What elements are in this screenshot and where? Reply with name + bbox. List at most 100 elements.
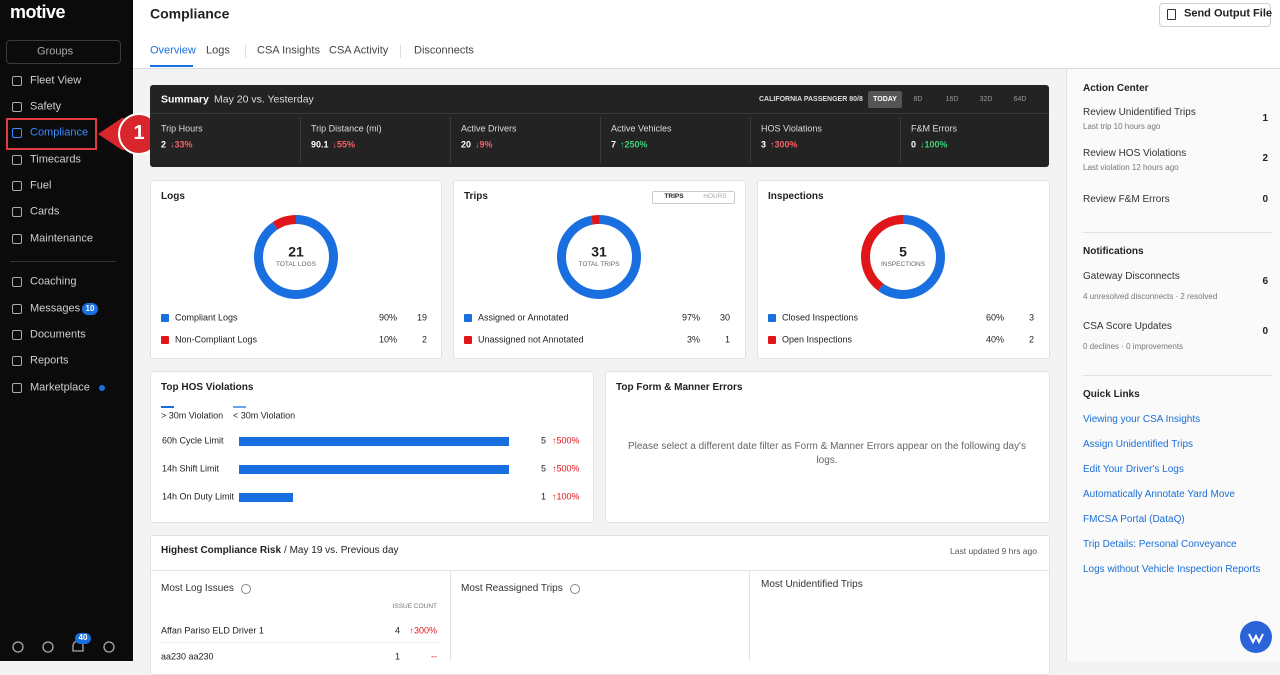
metric-value: 2 — [161, 139, 167, 150]
row-label: 60h Cycle Limit — [162, 435, 224, 446]
card-title: Top HOS Violations — [161, 382, 254, 393]
button-label[interactable]: Send Output File — [1184, 7, 1272, 20]
legend-label: < 30m Violation — [233, 410, 296, 421]
row-name: aa230 aa230 — [161, 651, 214, 662]
tab-underline — [150, 65, 193, 67]
nav-item[interactable]: Safety — [30, 100, 62, 113]
donut — [254, 215, 338, 299]
tab[interactable]: Overview — [150, 44, 196, 57]
quick-link[interactable]: Trip Details: Personal Conveyance — [1083, 539, 1237, 550]
row-value: 1 — [540, 491, 546, 502]
donut-total: 21 — [288, 243, 304, 260]
nav-icon — [12, 207, 22, 217]
quick-link[interactable]: Viewing your CSA Insights — [1083, 414, 1201, 425]
divider — [10, 261, 116, 262]
range[interactable]: 8D — [913, 95, 923, 103]
nav-item[interactable]: Fuel — [30, 179, 52, 192]
callout-number: 1 — [133, 122, 145, 144]
legend-swatch — [161, 314, 169, 322]
legend-percent: 90% — [378, 312, 397, 323]
legend-swatch — [464, 314, 472, 322]
tab[interactable]: CSA Activity — [329, 44, 389, 57]
file-icon — [1167, 9, 1176, 20]
quick-link[interactable]: Automatically Annotate Yard Move — [1083, 489, 1235, 500]
legend-label: Assigned or Annotated — [478, 312, 569, 323]
range[interactable]: 64D — [1013, 95, 1027, 103]
row-change: ↑300% — [409, 625, 437, 636]
card-title: Inspections — [768, 191, 824, 202]
tab-separator — [400, 45, 401, 58]
groups-label[interactable]: Groups — [37, 45, 74, 58]
quick-link[interactable]: FMCSA Portal (DataQ) — [1083, 514, 1185, 525]
header — [133, 0, 1280, 69]
bar — [239, 436, 509, 446]
tab[interactable]: CSA Insights — [257, 44, 320, 57]
card-title: Top Form & Manner Errors — [616, 382, 743, 393]
action-item[interactable]: Review F&M Errors — [1083, 194, 1170, 205]
nav-item[interactable]: Reports — [30, 354, 69, 367]
nav-icon — [12, 330, 22, 340]
legend-count: 2 — [421, 334, 427, 345]
metric-label: F&M Errors — [911, 123, 957, 134]
nav-item[interactable]: Messages — [30, 302, 81, 315]
toggle[interactable] — [652, 191, 735, 204]
donut-total: 5 — [899, 243, 907, 260]
nav-item[interactable]: Maintenance — [30, 232, 93, 245]
action-item[interactable]: Review HOS Violations — [1083, 148, 1187, 159]
chat-button[interactable] — [1240, 621, 1274, 655]
legend-swatch — [464, 336, 472, 344]
tab[interactable]: Logs — [206, 44, 230, 57]
nav-item[interactable]: Marketplace — [30, 381, 90, 394]
column-title: Most Reassigned Trips — [461, 583, 563, 594]
logs-card — [150, 180, 442, 359]
nav-item[interactable]: Timecards — [30, 153, 81, 166]
groups-select[interactable] — [6, 40, 121, 64]
nav-item[interactable]: Documents — [30, 328, 86, 341]
range-selected — [868, 91, 902, 108]
divider — [450, 117, 451, 163]
callout — [98, 113, 160, 155]
toggle-option[interactable]: HOURS — [703, 193, 727, 201]
legend-label: > 30m Violation — [161, 410, 224, 421]
nav-item[interactable]: Coaching — [30, 275, 77, 288]
divider — [300, 117, 301, 163]
metric-change: ↓55% — [332, 139, 356, 150]
range[interactable]: TODAY — [873, 95, 897, 103]
section-title: Notifications — [1083, 246, 1144, 257]
nav-item[interactable]: Cards — [30, 205, 60, 218]
metric-change: ↑300% — [770, 139, 798, 150]
quick-link[interactable]: Logs without Vehicle Inspection Reports — [1083, 564, 1261, 575]
legend-swatch — [161, 336, 169, 344]
donut — [861, 215, 945, 299]
notification-item[interactable]: Gateway Disconnects — [1083, 271, 1180, 282]
range[interactable]: 16D — [945, 95, 959, 103]
metric-value: 0 — [911, 139, 917, 150]
metric-change: ↑250% — [620, 139, 648, 150]
nav-item[interactable]: Fleet View — [30, 74, 82, 87]
divider — [450, 571, 451, 661]
info-icon — [569, 584, 580, 594]
legend-line — [161, 406, 174, 408]
nav-icon — [12, 234, 22, 244]
legend-percent: 10% — [378, 334, 397, 345]
metric-label: Active Drivers — [461, 123, 517, 134]
column-title: Most Log Issues — [161, 583, 234, 594]
nav-icon — [12, 76, 22, 86]
fm-card — [605, 371, 1050, 523]
tab[interactable]: Disconnects — [414, 44, 474, 57]
range[interactable]: 32D — [979, 95, 993, 103]
donut-label: INSPECTIONS — [880, 261, 926, 269]
quick-link[interactable]: Edit Your Driver's Logs — [1083, 464, 1184, 475]
logo: motive — [10, 2, 66, 23]
tab-separator — [245, 45, 246, 58]
empty-message: Please select a different date filter as… — [627, 441, 1027, 466]
nav-item[interactable]: Compliance — [30, 126, 89, 139]
toggle-option[interactable]: TRIPS — [664, 193, 684, 201]
legend-count: 1 — [724, 334, 730, 345]
send-output-button[interactable] — [1159, 3, 1271, 27]
notification-item[interactable]: CSA Score Updates — [1083, 321, 1172, 332]
action-item[interactable]: Review Unidentified Trips — [1083, 107, 1196, 118]
nav-icon — [12, 356, 22, 366]
divider — [749, 571, 750, 661]
quick-link[interactable]: Assign Unidentified Trips — [1083, 439, 1194, 450]
